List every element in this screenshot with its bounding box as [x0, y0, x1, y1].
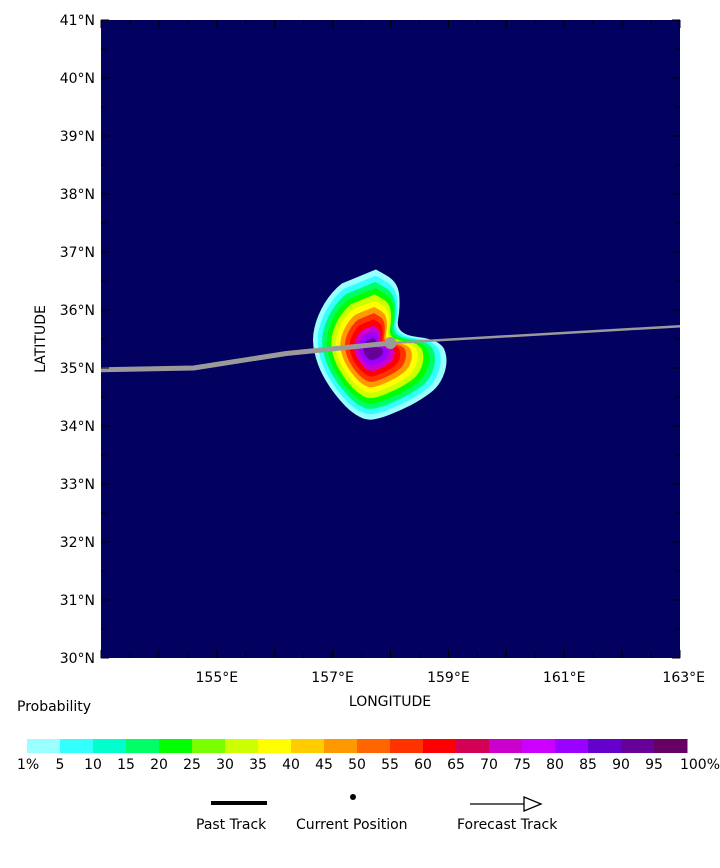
- lat-tick-label: 41°N: [60, 13, 95, 29]
- colorbar-label: 65: [447, 757, 465, 773]
- colorbar-label: 80: [546, 757, 564, 773]
- probability-colorbar: [27, 739, 688, 753]
- colorbar-swatch: [654, 739, 688, 753]
- forecast-track-label: Forecast Track: [457, 817, 558, 833]
- forecast-track-line: [390, 324, 680, 345]
- colorbar-label: 10: [84, 757, 102, 773]
- colorbar-label: 30: [216, 757, 234, 773]
- lon-tick-label: 163°E: [662, 670, 705, 686]
- colorbar-swatch: [159, 739, 193, 753]
- lat-tick-label: 40°N: [60, 71, 95, 87]
- colorbar-label: 40: [282, 757, 300, 773]
- lat-tick-label: 31°N: [60, 593, 95, 609]
- lon-tick-label: 161°E: [543, 670, 586, 686]
- colorbar-label: 35: [249, 757, 267, 773]
- lat-tick-label: 35°N: [60, 361, 95, 377]
- lat-tick-label: 39°N: [60, 129, 95, 145]
- colorbar-swatch: [225, 739, 259, 753]
- colorbar-label: 90: [612, 757, 630, 773]
- colorbar-swatch: [621, 739, 655, 753]
- colorbar-swatch: [456, 739, 490, 753]
- lon-tick-label: 157°E: [311, 670, 354, 686]
- lat-tick-label: 30°N: [60, 651, 95, 667]
- colorbar-swatch: [93, 739, 127, 753]
- colorbar-swatch: [60, 739, 94, 753]
- storm-tracks: [101, 324, 680, 373]
- colorbar-label: 55: [381, 757, 399, 773]
- x-axis-title: LONGITUDE: [349, 694, 431, 710]
- axis-tick-labels: 30°N 31°N 32°N 33°N 34°N 35°N 36°N 37°N 38°N 39°N…: [60, 13, 705, 686]
- legend-title: Probability: [17, 699, 92, 715]
- colorbar-label: 75: [513, 757, 531, 773]
- colorbar-label: 25: [183, 757, 201, 773]
- colorbar-swatch: [357, 739, 391, 753]
- colorbar-label: 20: [150, 757, 168, 773]
- current-position-label: Current Position: [296, 817, 408, 833]
- colorbar-label: 15: [117, 757, 135, 773]
- lat-tick-label: 37°N: [60, 245, 95, 261]
- colorbar-swatch: [489, 739, 523, 753]
- colorbar-label: 60: [414, 757, 432, 773]
- colorbar-label: 45: [315, 757, 333, 773]
- lat-tick-label: 34°N: [60, 419, 95, 435]
- colorbar-swatch: [27, 739, 61, 753]
- past-track-line: [101, 340, 391, 373]
- colorbar-swatch: [192, 739, 226, 753]
- colorbar-label: 95: [645, 757, 663, 773]
- colorbar-label: 5: [55, 757, 65, 773]
- forecast-track-key-icon: [470, 796, 543, 812]
- colorbar-swatch: [126, 739, 160, 753]
- colorbar-swatch: [390, 739, 424, 753]
- colorbar-swatch: [588, 739, 622, 753]
- colorbar-label: 70: [480, 757, 498, 773]
- current-position-key-icon: [350, 794, 356, 800]
- past-track-label: Past Track: [196, 817, 267, 833]
- axis-ticks: [100, 19, 681, 659]
- lat-tick-label: 36°N: [60, 303, 95, 319]
- colorbar-swatch: [291, 739, 325, 753]
- colorbar-swatch: [423, 739, 457, 753]
- colorbar-swatch: [324, 739, 358, 753]
- colorbar-label: 50: [348, 757, 366, 773]
- current-position-marker: [384, 337, 397, 350]
- lon-tick-label: 155°E: [196, 670, 239, 686]
- colorbar-label: 85: [579, 757, 597, 773]
- lon-tick-label: 159°E: [427, 670, 470, 686]
- colorbar-swatch: [555, 739, 589, 753]
- colorbar-label: 100%: [679, 757, 720, 773]
- lat-tick-label: 38°N: [60, 187, 95, 203]
- colorbar-swatch: [258, 739, 292, 753]
- colorbar-swatch: [522, 739, 556, 753]
- y-axis-title: LATITUDE: [33, 305, 49, 373]
- lat-tick-label: 32°N: [60, 535, 95, 551]
- colorbar-label: 1%: [17, 757, 40, 773]
- lat-tick-label: 33°N: [60, 477, 95, 493]
